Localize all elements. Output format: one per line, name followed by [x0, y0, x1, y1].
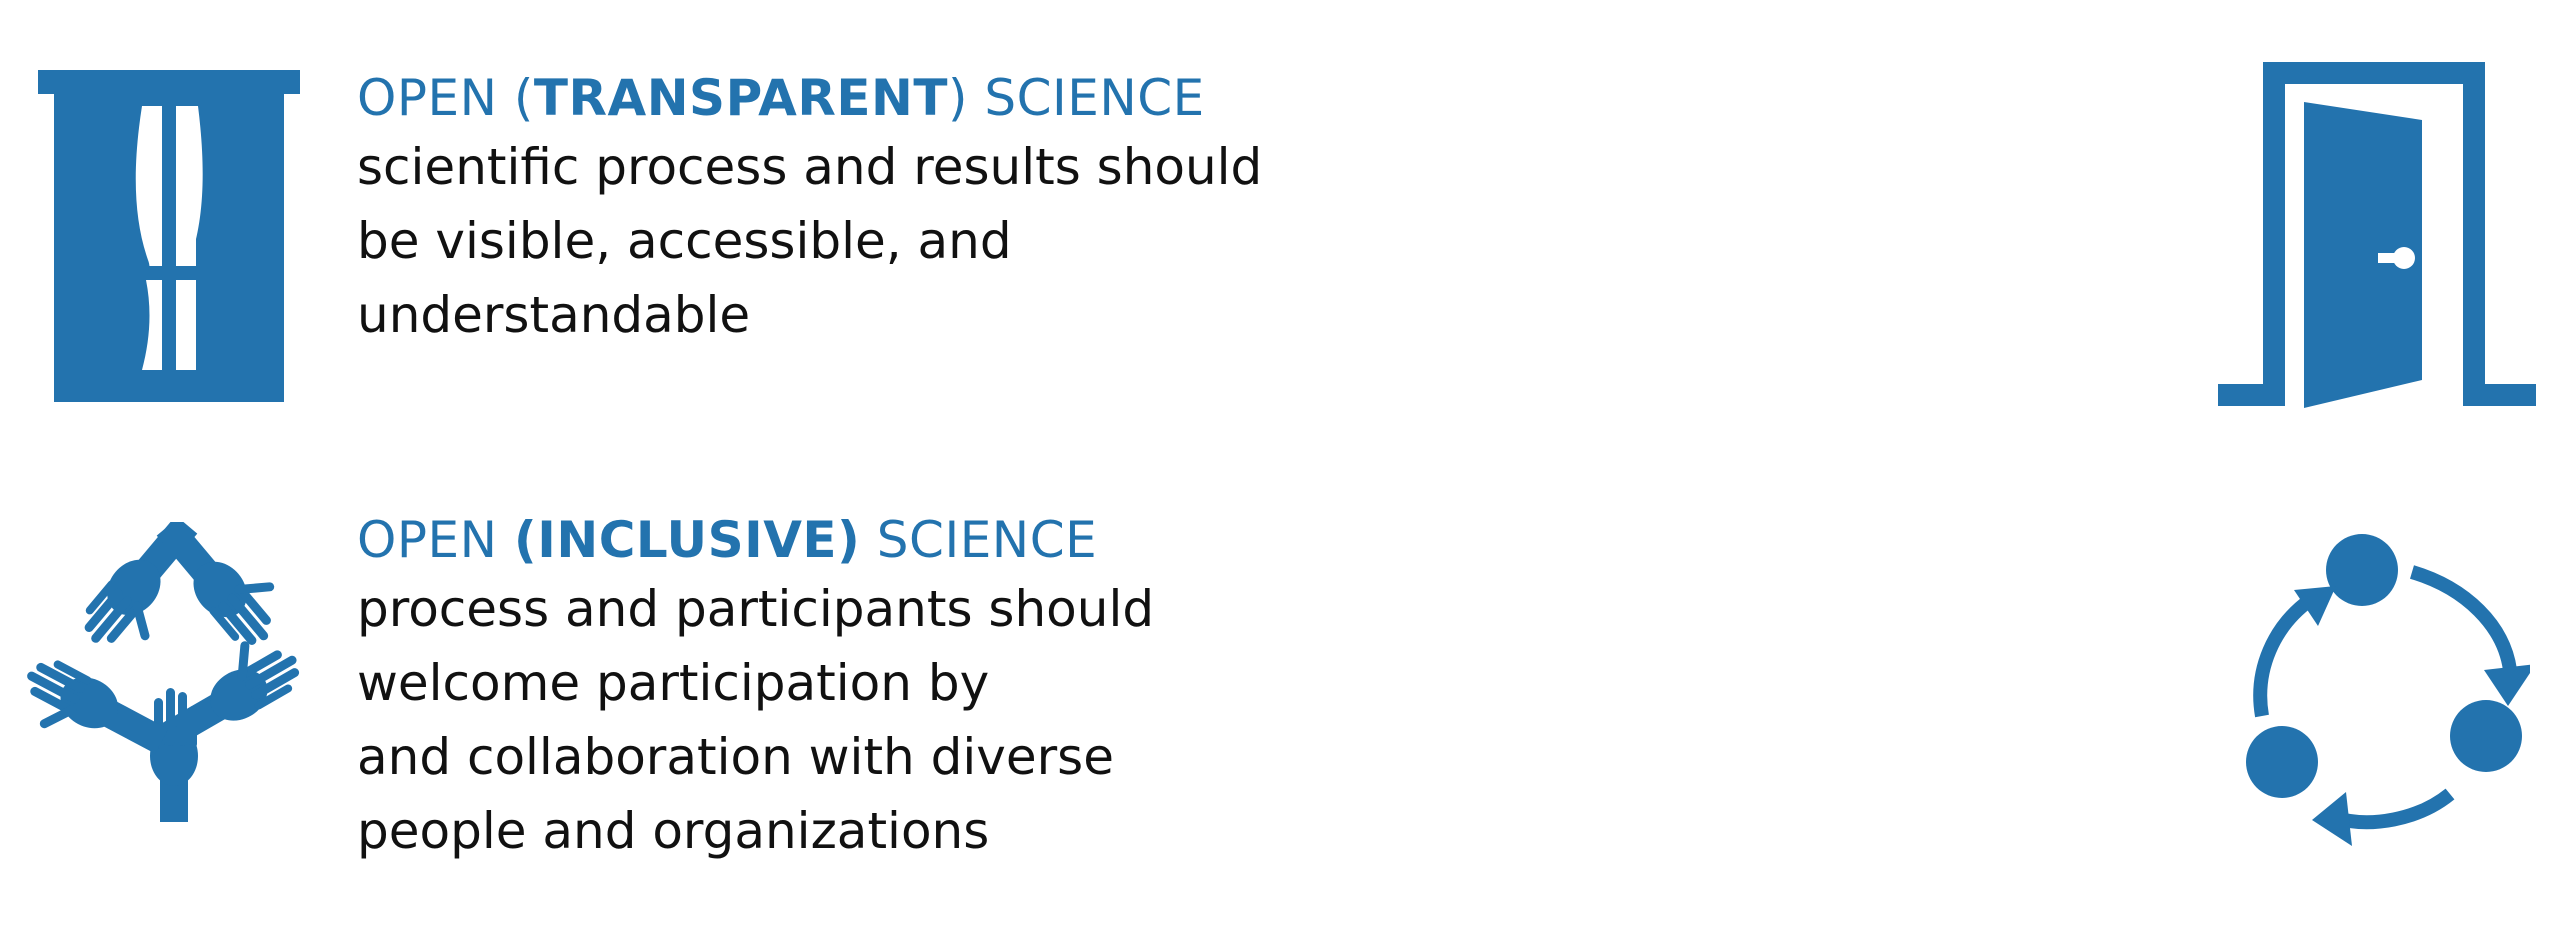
card-body-line: understandable [357, 286, 751, 344]
open-door-icon [2218, 62, 2536, 408]
card-body-line: and collaboration with diverse [357, 728, 1114, 786]
card-body-line: process and participants should [357, 580, 1155, 638]
cycle-arrows-icon [2240, 530, 2530, 850]
card-body-line: people and organizations [357, 802, 990, 860]
card-title: OPEN (TRANSPARENT) SCIENCE [357, 69, 1205, 127]
hands-circle-icon [12, 522, 332, 822]
card-body-line: be visible, accessible, and [357, 212, 1012, 270]
window-curtain-icon [38, 70, 300, 402]
card-title: OPEN (INCLUSIVE) SCIENCE [357, 511, 1098, 569]
card-body-line: welcome participation by [357, 654, 990, 712]
card-body-line: scientific process and results should [357, 138, 1263, 196]
